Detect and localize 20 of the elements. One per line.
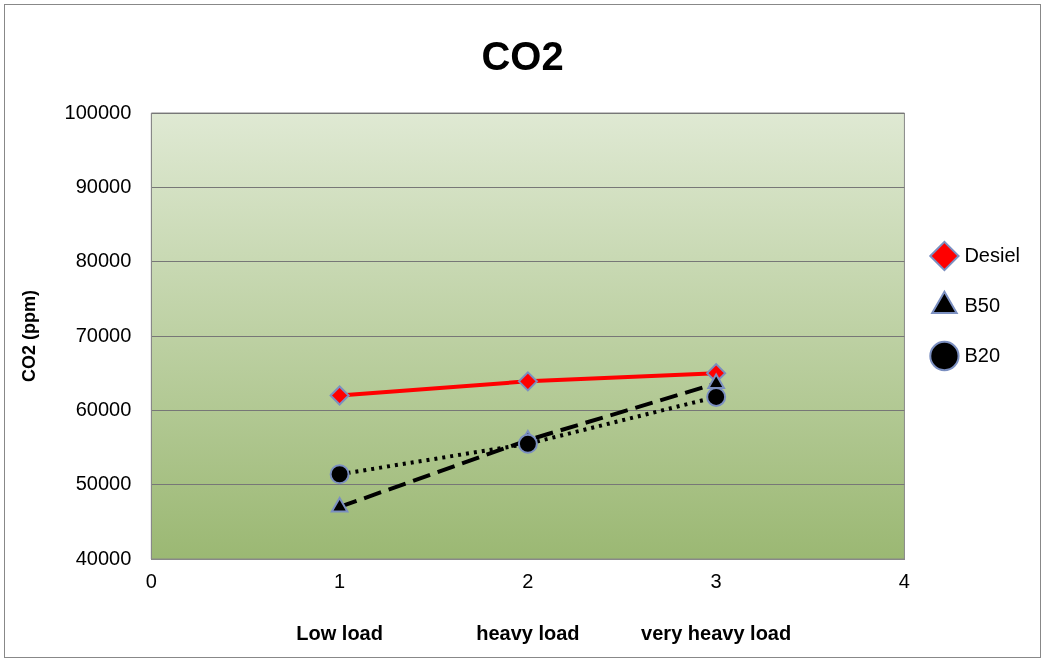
legend-label: B20 bbox=[964, 343, 1001, 366]
y-tick-label: 60000 bbox=[75, 397, 132, 420]
x-tick-label: 0 bbox=[145, 569, 157, 592]
y-tick-label: 90000 bbox=[75, 174, 132, 197]
y-tick-label: 50000 bbox=[75, 472, 132, 495]
y-axis-title: CO2 (ppm) bbox=[18, 290, 39, 382]
x-tick-label: 4 bbox=[898, 569, 910, 592]
text: Low load bbox=[296, 621, 383, 644]
text: heavy load bbox=[476, 621, 580, 644]
chart-title: CO2 bbox=[481, 34, 564, 79]
y-tick-label: 80000 bbox=[75, 249, 132, 272]
legend-label: B50 bbox=[964, 293, 1001, 316]
y-tick-label: 40000 bbox=[75, 546, 132, 569]
y-tick-label: 70000 bbox=[75, 323, 132, 346]
text: very heavy load bbox=[641, 621, 792, 644]
x-tick-label: 1 bbox=[334, 569, 346, 592]
x-tick-label: 3 bbox=[710, 569, 722, 592]
legend-label: Desiel bbox=[964, 243, 1020, 266]
x-tick-label: 2 bbox=[522, 569, 534, 592]
y-tick-label: 100000 bbox=[64, 100, 132, 123]
